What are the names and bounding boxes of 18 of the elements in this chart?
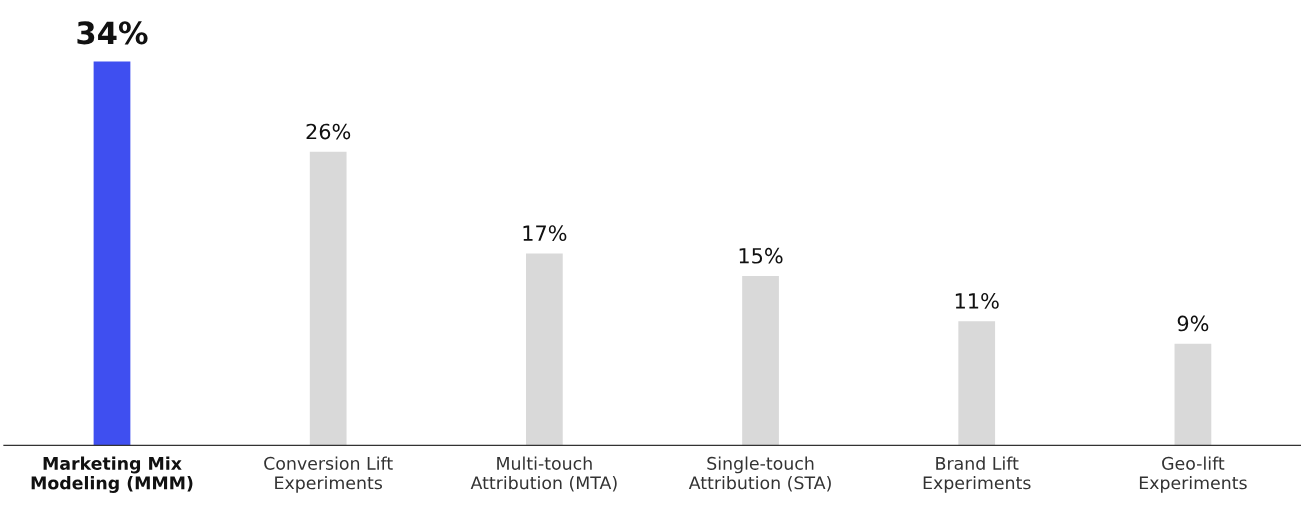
- data-label: 9%: [1177, 315, 1209, 332]
- bar: [958, 321, 996, 446]
- x-tick-label: Multi-touch Attribution (MTA): [470, 456, 617, 492]
- data-label: 15%: [739, 247, 783, 264]
- x-tick-label: Single-touch Attribution (STA): [688, 456, 831, 492]
- data-label: 26%: [306, 123, 351, 140]
- data-label: 17%: [523, 225, 567, 242]
- data-label: 34%: [77, 21, 148, 45]
- bar: [525, 253, 563, 446]
- data-label: 11%: [955, 293, 999, 309]
- x-tick-label: Conversion Lift Experiments: [264, 456, 393, 493]
- x-tick-label: Brand Lift Experiments: [923, 456, 1031, 493]
- bar: [309, 151, 347, 446]
- bar: [742, 275, 779, 446]
- x-tick-label: Geo-lift Experiments: [1139, 456, 1247, 493]
- bar: [1174, 343, 1212, 446]
- x-tick-label: Marketing Mix Modeling (MMM): [31, 456, 193, 493]
- bar: [93, 61, 131, 446]
